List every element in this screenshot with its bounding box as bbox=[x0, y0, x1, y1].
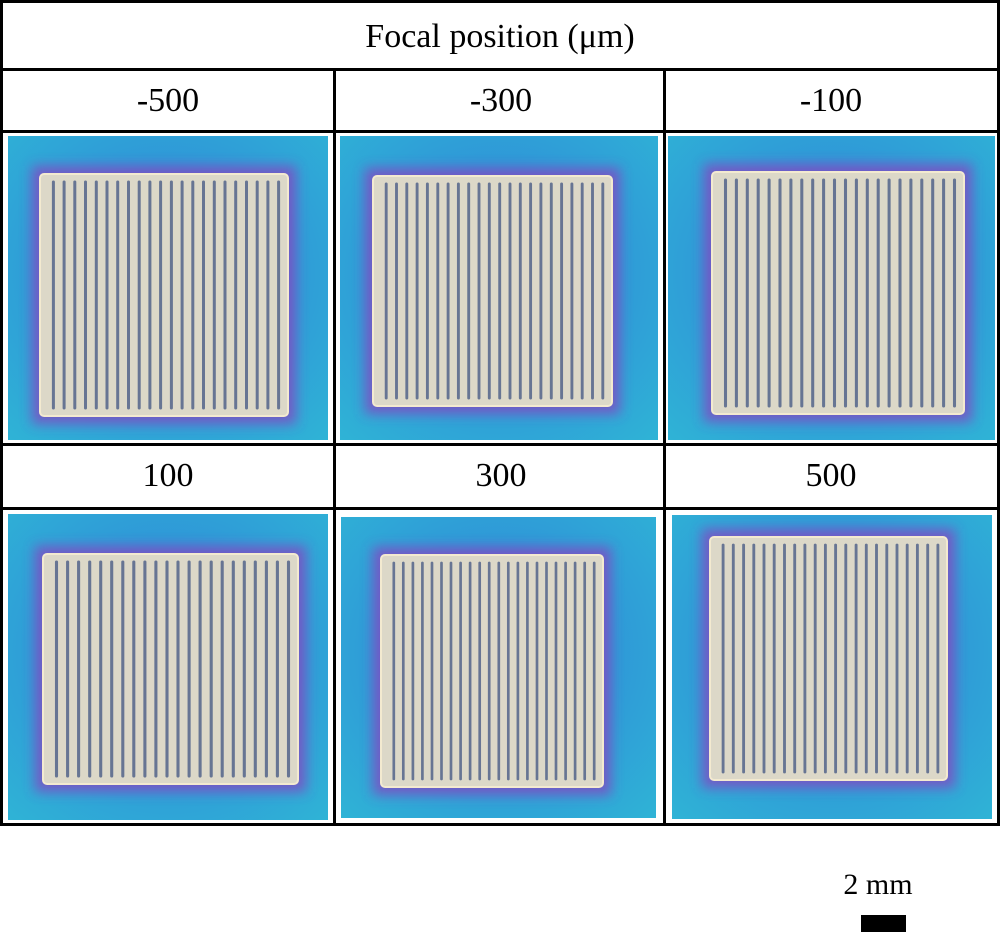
scale-bar-label: 2 mm bbox=[843, 868, 913, 901]
grid-rule bbox=[0, 130, 1000, 133]
grid-rule bbox=[997, 0, 1000, 826]
grid-rule bbox=[333, 68, 336, 826]
grid-rule bbox=[0, 0, 1000, 3]
grid-rule bbox=[0, 443, 1000, 446]
scale-bar bbox=[861, 915, 906, 932]
sample-photo bbox=[8, 136, 328, 440]
sample-photo bbox=[672, 515, 992, 819]
column-label-bottom-1: 100 bbox=[142, 457, 194, 494]
grid-rule bbox=[0, 68, 1000, 71]
column-label-bottom-2: 300 bbox=[475, 457, 527, 494]
column-label-top-1: -500 bbox=[136, 82, 200, 119]
figure-title: Focal position (μm) bbox=[365, 18, 635, 55]
column-label-top-3: -100 bbox=[799, 82, 863, 119]
column-label-bottom-3: 500 bbox=[805, 457, 857, 494]
sample-photo bbox=[668, 136, 995, 440]
grid-rule bbox=[0, 507, 1000, 510]
grid-rule bbox=[0, 0, 3, 826]
sample-photo bbox=[8, 514, 328, 820]
sample-photo bbox=[340, 136, 658, 440]
grid-rule bbox=[663, 68, 666, 826]
figure-grid: Focal position (μm) -500 -300 -100 100 3… bbox=[0, 0, 1000, 826]
column-label-top-2: -300 bbox=[469, 82, 533, 119]
sample-photo bbox=[341, 517, 656, 818]
grid-rule bbox=[0, 823, 1000, 826]
